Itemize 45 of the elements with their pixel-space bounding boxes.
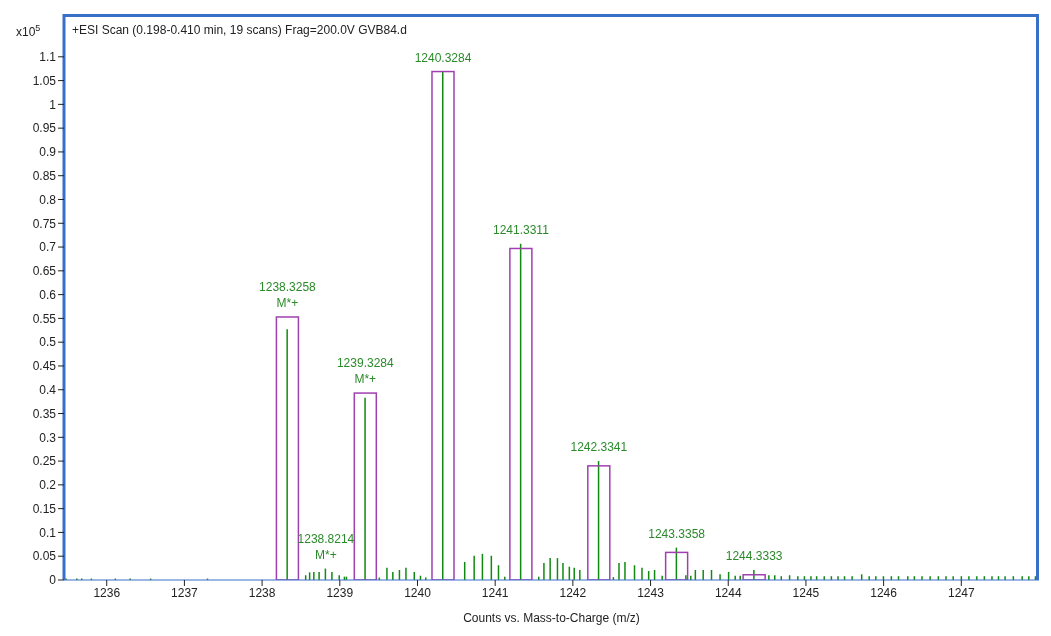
annotation: 1243.3358 xyxy=(648,526,706,541)
y-tick-label: 0.45 xyxy=(32,359,57,374)
y-tick-label: 0.65 xyxy=(32,264,57,279)
x-tick-label: 1247 xyxy=(947,585,975,600)
y-tick-label: 0.9 xyxy=(39,145,57,160)
x-tick-label: 1240 xyxy=(404,585,432,600)
y-tick-label: 0.4 xyxy=(39,383,57,398)
y-tick-label: 0 xyxy=(49,573,57,588)
y-tick-label: 0.5 xyxy=(39,335,57,350)
x-tick-label: 1237 xyxy=(171,585,199,600)
x-tick-label: 1241 xyxy=(481,585,509,600)
annotation: 1239.3284 M*+ xyxy=(336,356,394,387)
annotation: 1242.3341 xyxy=(570,440,628,455)
y-tick-label: 0.95 xyxy=(32,121,57,136)
y-axis-title: x10$^{5}$ xyxy=(16,23,41,39)
annotation: 1244.3333 xyxy=(725,549,783,564)
y-tick-label: 0.2 xyxy=(39,478,57,493)
text: +ESI Scan (0.198-0.410 min, 19 scans) Frag=200.0V GVB84.d xyxy=(72,23,407,37)
y-tick-label: 0.1 xyxy=(39,525,57,540)
y-tick-label: 1 xyxy=(49,97,57,112)
x-tick-label: 1238 xyxy=(248,585,276,600)
y-tick-label: 0.25 xyxy=(32,454,57,469)
y-tick-label: 0.55 xyxy=(32,311,57,326)
y-tick-label: 0.85 xyxy=(32,168,57,183)
annotation: 1241.3311 xyxy=(492,222,550,237)
x-tick-label: 1239 xyxy=(326,585,354,600)
x-tick-label: 1246 xyxy=(870,585,898,600)
x-tick-label: 1242 xyxy=(559,585,587,600)
x-tick-label: 1236 xyxy=(93,585,121,600)
x-tick-label: 1244 xyxy=(714,585,742,600)
y-tick-label: 1.05 xyxy=(32,73,57,88)
y-tick-label: 1.1 xyxy=(39,50,57,65)
x-axis-title: Counts vs. Mass-to-Charge (m/z) xyxy=(463,611,640,625)
y-tick-label: 0.8 xyxy=(39,192,57,207)
annotation: 1238.3258 M*+ xyxy=(259,279,317,310)
y-tick-label: 0.6 xyxy=(39,287,57,302)
x-tick-label: 1243 xyxy=(637,585,665,600)
y-tick-label: 0.15 xyxy=(32,501,57,516)
x-tick-label: 1245 xyxy=(792,585,820,600)
annotation: 1240.3284 xyxy=(414,50,472,65)
y-tick-label: 0.75 xyxy=(32,216,57,231)
y-tick-label: 0.35 xyxy=(32,406,57,421)
y-tick-label: 0.7 xyxy=(39,240,57,255)
y-tick-label: 0.3 xyxy=(39,430,57,445)
y-tick-label: 0.05 xyxy=(32,549,57,564)
